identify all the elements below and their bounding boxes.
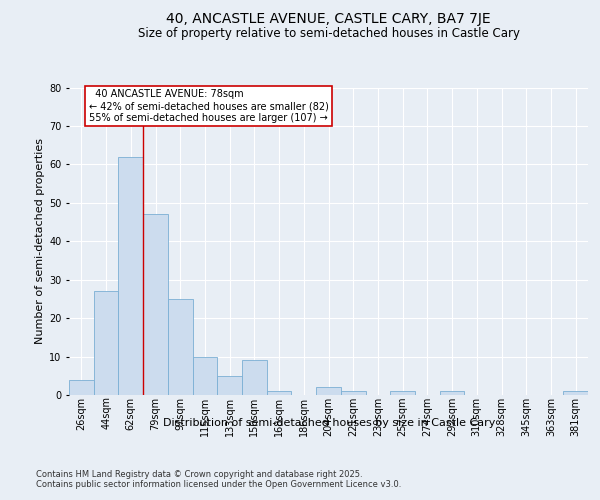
Bar bbox=[217, 376, 242, 395]
Text: 40 ANCASTLE AVENUE: 78sqm
← 42% of semi-detached houses are smaller (82)
55% of : 40 ANCASTLE AVENUE: 78sqm ← 42% of semi-… bbox=[89, 90, 329, 122]
Text: Distribution of semi-detached houses by size in Castle Cary: Distribution of semi-detached houses by … bbox=[163, 418, 495, 428]
Bar bbox=[341, 391, 365, 395]
Bar bbox=[267, 391, 292, 395]
Bar bbox=[69, 380, 94, 395]
Bar bbox=[242, 360, 267, 395]
Text: Contains HM Land Registry data © Crown copyright and database right 2025.
Contai: Contains HM Land Registry data © Crown c… bbox=[36, 470, 401, 490]
Text: 40, ANCASTLE AVENUE, CASTLE CARY, BA7 7JE: 40, ANCASTLE AVENUE, CASTLE CARY, BA7 7J… bbox=[166, 12, 491, 26]
Text: Size of property relative to semi-detached houses in Castle Cary: Size of property relative to semi-detach… bbox=[138, 28, 520, 40]
Y-axis label: Number of semi-detached properties: Number of semi-detached properties bbox=[35, 138, 45, 344]
Bar bbox=[390, 391, 415, 395]
Bar bbox=[193, 356, 217, 395]
Bar bbox=[563, 391, 588, 395]
Bar bbox=[118, 156, 143, 395]
Bar bbox=[143, 214, 168, 395]
Bar bbox=[94, 291, 118, 395]
Bar bbox=[440, 391, 464, 395]
Bar bbox=[168, 299, 193, 395]
Bar bbox=[316, 388, 341, 395]
